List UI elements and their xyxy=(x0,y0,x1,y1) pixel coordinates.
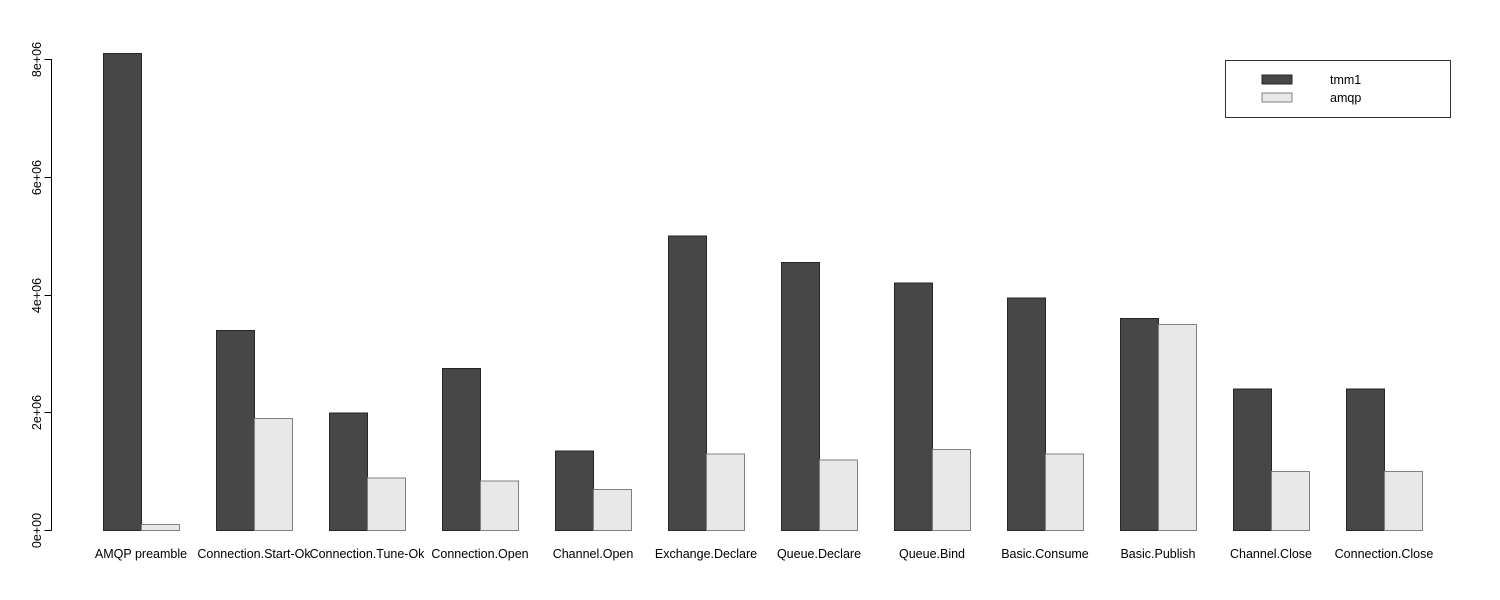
x-axis-label: Channel.Open xyxy=(553,547,634,561)
x-axis-label: Connection.Tune-Ok xyxy=(310,547,426,561)
bar-amqp-queue-declare xyxy=(819,459,858,532)
y-axis-tick-label: 0e+00 xyxy=(30,513,44,548)
x-axis-label: Queue.Bind xyxy=(899,547,965,561)
bar-tmm1-channel-close xyxy=(1233,388,1272,532)
bar-tmm1-connection-open xyxy=(442,368,481,531)
x-axis-label: Queue.Declare xyxy=(777,547,861,561)
bar-tmm1-exchange-declare xyxy=(668,235,707,531)
legend-label-tmm1: tmm1 xyxy=(1330,73,1361,87)
y-axis-tick-label: 8e+06 xyxy=(30,42,44,77)
bar-tmm1-queue-declare xyxy=(781,262,820,531)
bar-amqp-amqp-preamble xyxy=(141,524,180,531)
bar-amqp-connection-open xyxy=(480,480,519,532)
x-axis-label: Connection.Start-Ok xyxy=(197,547,311,561)
legend-label-amqp: amqp xyxy=(1330,91,1361,105)
legend-box xyxy=(1225,60,1451,118)
bar-tmm1-connection-start-ok xyxy=(216,329,255,532)
legend-swatch-amqp xyxy=(1261,92,1293,103)
bar-amqp-basic-publish xyxy=(1158,323,1197,531)
x-axis-label: Basic.Publish xyxy=(1120,547,1195,561)
bar-amqp-basic-consume xyxy=(1045,453,1084,531)
bar-amqp-connection-close xyxy=(1384,471,1423,531)
bar-tmm1-amqp-preamble xyxy=(103,53,142,532)
bar-tmm1-basic-publish xyxy=(1120,318,1159,531)
bar-amqp-channel-close xyxy=(1271,471,1310,531)
y-axis-tick-label: 2e+06 xyxy=(30,395,44,430)
x-axis-label: Channel.Close xyxy=(1230,547,1312,561)
y-axis-tick-label: 6e+06 xyxy=(30,160,44,195)
bar-amqp-channel-open xyxy=(593,488,632,532)
bar-tmm1-basic-consume xyxy=(1007,297,1046,531)
legend-swatch-tmm1 xyxy=(1261,74,1293,85)
bar-tmm1-queue-bind xyxy=(894,282,933,531)
x-axis-label: Basic.Consume xyxy=(1001,547,1089,561)
x-axis-label: Connection.Open xyxy=(431,547,528,561)
bar-tmm1-connection-tune-ok xyxy=(329,412,368,531)
bar-amqp-connection-tune-ok xyxy=(367,477,406,532)
bar-tmm1-channel-open xyxy=(555,450,594,531)
bar-amqp-exchange-declare xyxy=(706,453,745,531)
y-axis-tick-label: 4e+06 xyxy=(30,278,44,313)
x-axis-label: Connection.Close xyxy=(1335,547,1434,561)
bar-tmm1-connection-close xyxy=(1346,388,1385,532)
x-axis-label: Exchange.Declare xyxy=(655,547,757,561)
bar-amqp-queue-bind xyxy=(932,448,971,531)
x-axis-label: AMQP preamble xyxy=(95,547,187,561)
bar-amqp-connection-start-ok xyxy=(254,418,293,532)
